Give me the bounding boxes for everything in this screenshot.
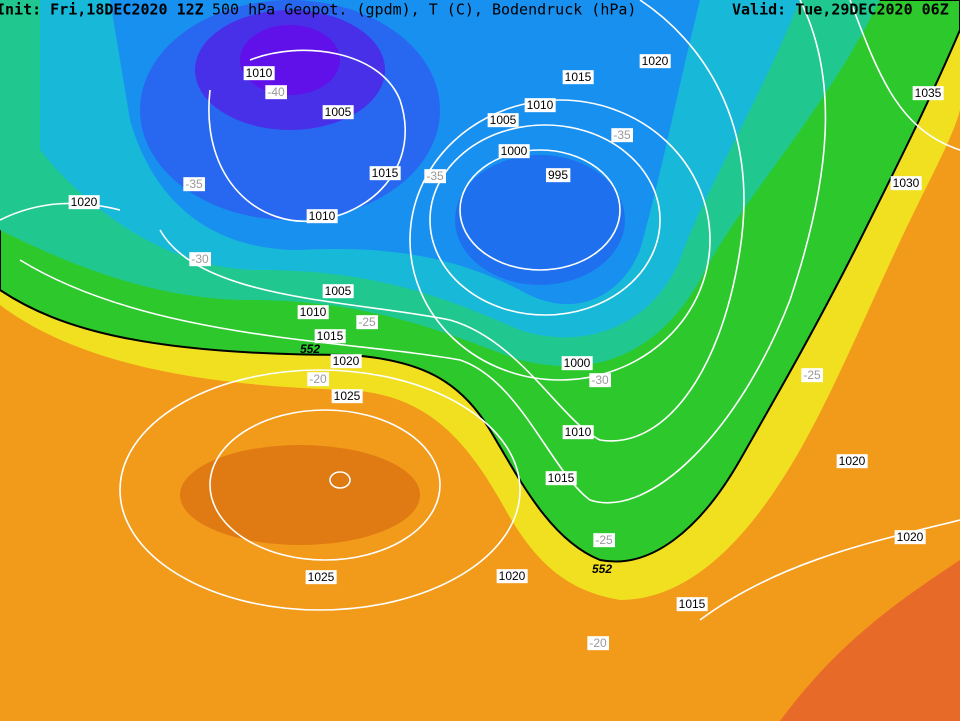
isobar-label: 1020 xyxy=(333,354,360,368)
label-box xyxy=(561,356,593,371)
labels: 1010 -40 1005 1015 1020 1010 1005 -35 1035 1000 99… xyxy=(68,54,944,651)
cold-core xyxy=(455,155,625,285)
label-box xyxy=(356,315,378,330)
isobar-label: 1035 xyxy=(915,86,942,100)
isobar-label: 1020 xyxy=(839,454,866,468)
isobar-label: 995 xyxy=(548,168,568,182)
label-box xyxy=(545,471,577,486)
isobar-label: 1005 xyxy=(325,105,352,119)
isobar-label: 1025 xyxy=(308,570,335,584)
label-box xyxy=(307,372,329,387)
isobar xyxy=(699,519,960,621)
label-box xyxy=(562,70,594,85)
isobars xyxy=(0,0,960,621)
label-box xyxy=(183,177,205,192)
label-box xyxy=(611,128,633,143)
label-box xyxy=(322,284,354,299)
temperature-label: -25 xyxy=(358,315,376,329)
temperature-label: -25 xyxy=(595,533,613,547)
isobar xyxy=(409,99,711,381)
isobar-label: 1015 xyxy=(317,329,344,343)
warm-core xyxy=(180,445,420,545)
isobar-label: 1015 xyxy=(548,471,575,485)
isobar-label: 1000 xyxy=(501,144,528,158)
label-box xyxy=(894,530,926,545)
temperature-label: -35 xyxy=(185,177,203,191)
label-box xyxy=(424,169,446,184)
label-box xyxy=(545,168,571,183)
isobar xyxy=(329,471,351,489)
isobar-label: 1005 xyxy=(325,284,352,298)
label-box xyxy=(322,105,354,120)
label-box xyxy=(676,597,708,612)
isobar xyxy=(459,149,621,271)
isobar-label: 1000 xyxy=(564,356,591,370)
label-box xyxy=(243,66,275,81)
temperature-label: -30 xyxy=(191,252,209,266)
product: 500 hPa Geopot. (gpdm), T (C), Bodendruc… xyxy=(212,1,636,19)
label-box xyxy=(297,305,329,320)
temperature-label: -35 xyxy=(426,169,444,183)
isobar-label: 1015 xyxy=(565,70,592,84)
label-box xyxy=(265,85,287,100)
isobar xyxy=(159,0,745,442)
label-box xyxy=(639,54,671,69)
temperature-label: -20 xyxy=(309,372,327,386)
label-box xyxy=(68,195,100,210)
isobar-label: 1010 xyxy=(300,305,327,319)
cold-core xyxy=(240,25,340,95)
label-box xyxy=(189,252,211,267)
label-box xyxy=(890,176,922,191)
valid-time: Valid: Tue,29DEC2020 06Z xyxy=(732,1,949,19)
isobar-label: 1015 xyxy=(679,597,706,611)
isobar-label: 1010 xyxy=(246,66,273,80)
geopotential-label: 552 xyxy=(300,342,320,356)
label-box xyxy=(330,354,362,369)
label-box xyxy=(593,533,615,548)
isobar-label: 1020 xyxy=(499,569,526,583)
isobar-label: 1030 xyxy=(893,176,920,190)
label-box xyxy=(912,86,944,101)
label-box xyxy=(587,636,609,651)
temperature-label: -40 xyxy=(267,85,285,99)
isobar-label: 1025 xyxy=(334,389,361,403)
isobar xyxy=(209,409,441,561)
label-box xyxy=(305,570,337,585)
label-box xyxy=(524,98,556,113)
isobar xyxy=(19,0,827,504)
label-box xyxy=(306,209,338,224)
isobar-label: 1005 xyxy=(490,113,517,127)
isobar xyxy=(429,124,661,316)
isobar-label: 1020 xyxy=(71,195,98,209)
isobar-label: 1010 xyxy=(309,209,336,223)
isobar-label: 1010 xyxy=(565,425,592,439)
isobar xyxy=(849,0,960,151)
isobar-label: 1010 xyxy=(527,98,554,112)
label-box xyxy=(589,373,611,388)
geopotential-label: 552 xyxy=(592,562,612,576)
init-time: Init: Fri,18DEC2020 12Z xyxy=(0,1,204,19)
isobar-label: 1020 xyxy=(897,530,924,544)
isobar xyxy=(119,369,521,611)
label-box xyxy=(801,368,823,383)
temperature-label: -35 xyxy=(613,128,631,142)
label-box xyxy=(369,166,401,181)
temperature-label: -25 xyxy=(803,368,821,382)
label-box xyxy=(496,569,528,584)
label-box xyxy=(498,144,530,159)
isobar xyxy=(208,49,406,222)
label-box xyxy=(562,425,594,440)
warm-zone xyxy=(780,560,960,721)
isobar-label: 1020 xyxy=(642,54,669,68)
isobar-label: 1015 xyxy=(372,166,399,180)
isobar xyxy=(0,202,121,221)
label-box xyxy=(836,454,868,469)
label-box xyxy=(331,389,363,404)
temperature-label: -20 xyxy=(589,636,607,650)
temperature-label: -30 xyxy=(591,373,609,387)
label-box xyxy=(487,113,519,128)
label-box xyxy=(314,329,346,344)
